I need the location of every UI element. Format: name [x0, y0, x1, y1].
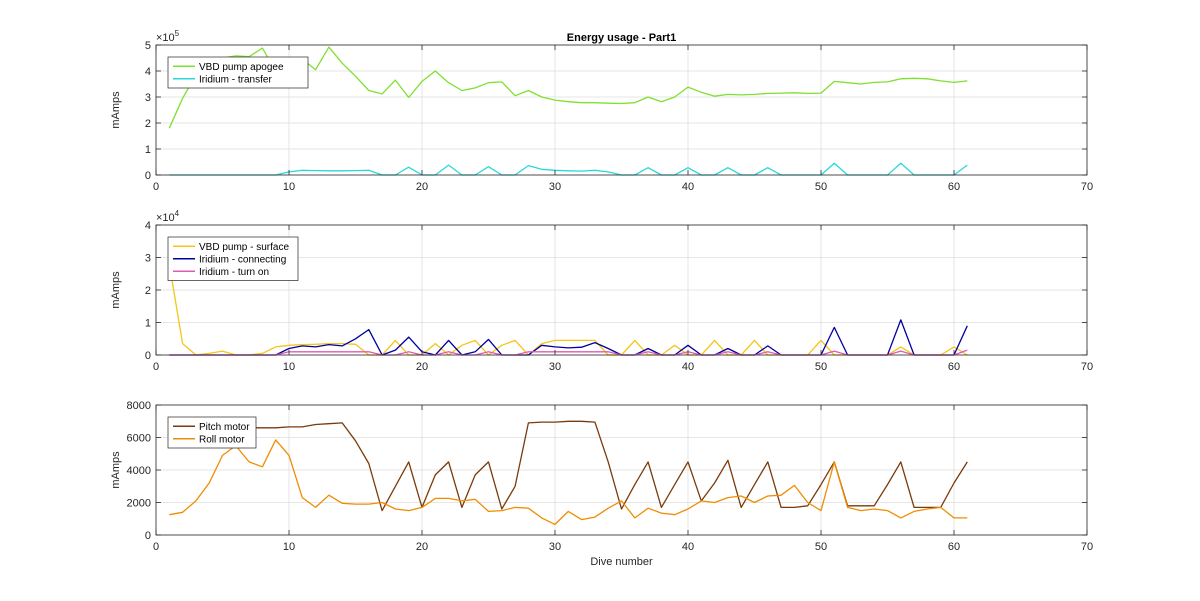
legend-box: [167, 56, 309, 89]
y-tick-label: 0: [145, 350, 151, 362]
x-tick-label: 20: [416, 541, 428, 553]
y-tick-label: 1: [145, 318, 151, 330]
x-tick-label: 40: [682, 181, 694, 193]
chart-panel-1: 0 10 20 30 40 50 60 70 0 1 2 3 4 5 ×105 mAmps Energy usa…: [110, 29, 1093, 193]
x-tick-label: 60: [948, 541, 960, 553]
axes-box: [155, 44, 1088, 176]
y-tick-label: 8000: [127, 400, 151, 412]
x-tick-label: 10: [283, 541, 295, 553]
x-tick-label: 70: [1081, 541, 1093, 553]
x-tick-label: 20: [416, 361, 428, 373]
y-axis-label: mAmps: [110, 271, 122, 309]
series-line-iridium-transfer: [169, 162, 968, 176]
chart-title: Energy usage - Part1: [567, 32, 676, 44]
x-tick-label: 60: [948, 361, 960, 373]
x-axis-label: Dive number: [590, 556, 653, 568]
y-tick-label: 2: [145, 285, 151, 297]
y-tick-label: 4: [145, 66, 151, 78]
y-tick-label: 2000: [127, 498, 151, 510]
x-tick-label: 20: [416, 181, 428, 193]
series-line-iridium-connecting: [169, 319, 968, 356]
y-tick-label: 5: [145, 40, 151, 52]
legend-label: Iridium - turn on: [199, 267, 269, 278]
y-tick-label: 1: [145, 144, 151, 156]
legend-box: [167, 416, 257, 449]
grid: [155, 404, 1088, 536]
x-tick-label: 0: [153, 361, 159, 373]
y-axis-label: mAmps: [110, 91, 122, 129]
x-tick-label: 50: [815, 361, 827, 373]
x-tick-label: 40: [682, 361, 694, 373]
chart-panel-3: 0 10 20 30 40 50 60 70 0 2000 4000 6000 8000 mAmps Div…: [110, 400, 1093, 568]
x-tick-label: 40: [682, 541, 694, 553]
legend-label: Iridium - transfer: [199, 74, 272, 85]
y-exponent-label: ×104: [156, 209, 180, 224]
legend-label: Roll motor: [199, 434, 245, 445]
x-tick-label: 0: [153, 541, 159, 553]
y-exponent-label: ×105: [156, 29, 180, 44]
x-tick-label: 0: [153, 181, 159, 193]
x-tick-label: 30: [549, 361, 561, 373]
x-tick-label: 50: [815, 541, 827, 553]
x-tick-label: 10: [283, 181, 295, 193]
chart-panel-2: 0 10 20 30 40 50 60 70 0 1 2 3 4 ×104 mAmps VBD pump - …: [110, 209, 1093, 373]
x-tick-label: 30: [549, 181, 561, 193]
x-tick-label: 10: [283, 361, 295, 373]
legend-label: VBD pump - surface: [199, 242, 289, 253]
y-tick-label: 3: [145, 253, 151, 265]
y-tick-label: 6000: [127, 433, 151, 445]
legend-label: Iridium - connecting: [199, 254, 286, 265]
x-tick-label: 50: [815, 181, 827, 193]
y-tick-label: 4000: [127, 465, 151, 477]
y-tick-label: 0: [145, 170, 151, 182]
legend-label: VBD pump apogee: [199, 62, 284, 73]
y-axis-label: mAmps: [110, 451, 122, 489]
x-tick-label: 70: [1081, 361, 1093, 373]
y-tick-label: 2: [145, 118, 151, 130]
series-line-iridium-turn-on: [169, 349, 968, 356]
y-tick-label: 0: [145, 530, 151, 542]
series-line-roll-motor: [169, 439, 968, 526]
legend-label: Pitch motor: [199, 422, 250, 433]
y-tick-label: 3: [145, 92, 151, 104]
x-tick-label: 70: [1081, 181, 1093, 193]
x-tick-label: 60: [948, 181, 960, 193]
y-tick-label: 4: [145, 220, 151, 232]
x-tick-label: 30: [549, 541, 561, 553]
